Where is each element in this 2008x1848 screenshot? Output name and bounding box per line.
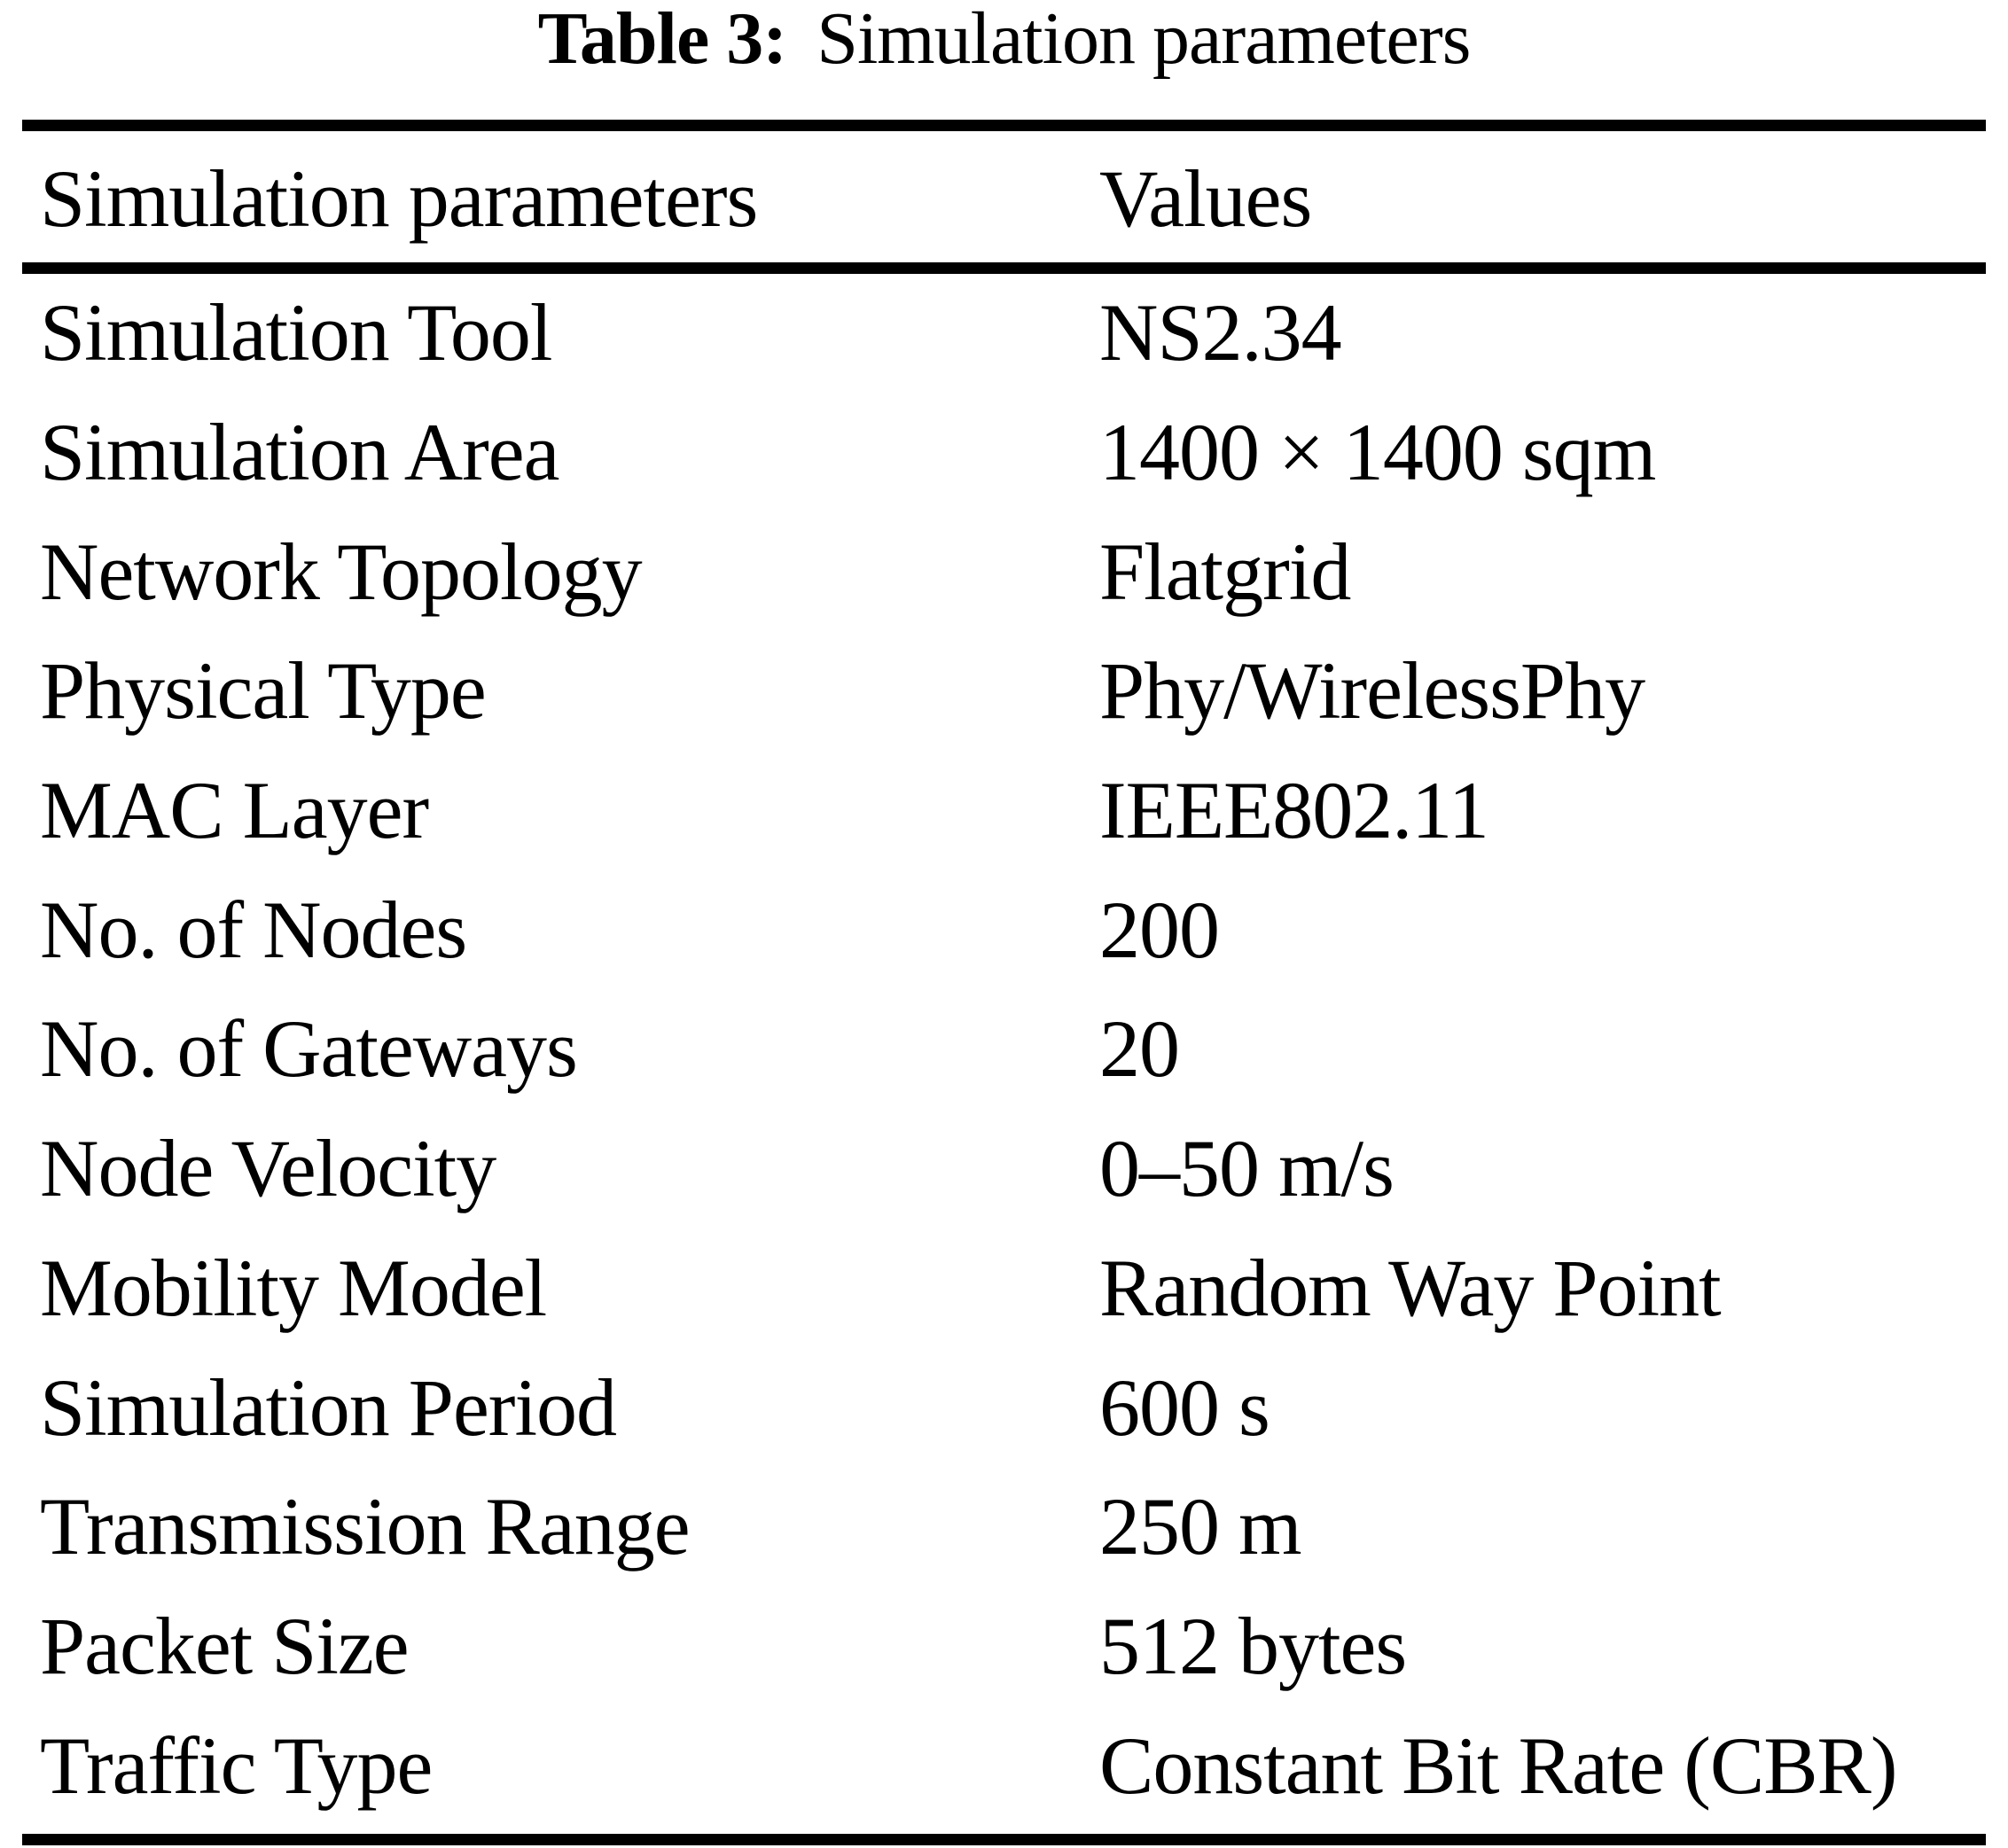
- table-row: Transmission Range 250 m: [40, 1467, 2008, 1587]
- param-cell: Simulation Area: [40, 407, 559, 498]
- table-row: Physical Type Phy/WirelessPhy: [40, 631, 2008, 751]
- value-cell: 20: [1099, 1003, 1180, 1095]
- value-cell: Random Way Point: [1099, 1242, 1722, 1333]
- table-row: No. of Gateways 20: [40, 989, 2008, 1109]
- table-caption-label: Table 3:: [537, 0, 788, 80]
- value-cell: 1400 × 1400 sqm: [1099, 407, 1656, 498]
- table-row: Packet Size 512 bytes: [40, 1587, 2008, 1706]
- param-cell: Network Topology: [40, 526, 643, 617]
- value-cell: Constant Bit Rate (CBR): [1099, 1719, 1898, 1811]
- column-header-parameters: Simulation parameters: [40, 153, 758, 244]
- value-cell: 512 bytes: [1099, 1600, 1407, 1691]
- param-cell: Packet Size: [40, 1600, 410, 1691]
- table-header-rule: [22, 262, 1986, 274]
- param-cell: No. of Gateways: [40, 1003, 578, 1095]
- table-row: Simulation Area 1400 × 1400 sqm: [40, 393, 2008, 512]
- param-cell: Simulation Period: [40, 1361, 617, 1453]
- param-cell: Transmission Range: [40, 1481, 691, 1572]
- table-row: Simulation Period 600 s: [40, 1347, 2008, 1467]
- value-cell: Phy/WirelessPhy: [1099, 645, 1645, 737]
- table-row: Traffic Type Constant Bit Rate (CBR): [40, 1705, 2008, 1825]
- column-header-values: Values: [1099, 153, 1312, 244]
- table-row: Mobility Model Random Way Point: [40, 1228, 2008, 1348]
- table-row: MAC Layer IEEE802.11: [40, 751, 2008, 870]
- param-cell: Simulation Tool: [40, 287, 552, 378]
- table-row: No. of Nodes 200: [40, 869, 2008, 989]
- value-cell: 600 s: [1099, 1361, 1270, 1453]
- table-row: Node Velocity 0–50 m/s: [40, 1109, 2008, 1228]
- param-cell: MAC Layer: [40, 765, 429, 856]
- table-body: Simulation Tool NS2.34 Simulation Area 1…: [40, 273, 2008, 1825]
- table-top-rule: [22, 120, 1986, 131]
- param-cell: Physical Type: [40, 645, 487, 737]
- table-row: Simulation Tool NS2.34: [40, 273, 2008, 393]
- value-cell: NS2.34: [1099, 287, 1342, 378]
- param-cell: Mobility Model: [40, 1242, 547, 1333]
- value-cell: IEEE802.11: [1099, 765, 1489, 856]
- table-caption: Table 3: Simulation parameters: [0, 2, 2008, 76]
- param-cell: No. of Nodes: [40, 884, 467, 975]
- value-cell: 200: [1099, 884, 1220, 975]
- value-cell: 250 m: [1099, 1481, 1302, 1572]
- param-cell: Node Velocity: [40, 1123, 496, 1214]
- value-cell: 0–50 m/s: [1099, 1123, 1395, 1214]
- table-row: Network Topology Flatgrid: [40, 511, 2008, 631]
- table-caption-text: Simulation parameters: [816, 0, 1471, 80]
- table-bottom-rule: [22, 1834, 1986, 1845]
- value-cell: Flatgrid: [1099, 526, 1351, 617]
- param-cell: Traffic Type: [40, 1719, 433, 1811]
